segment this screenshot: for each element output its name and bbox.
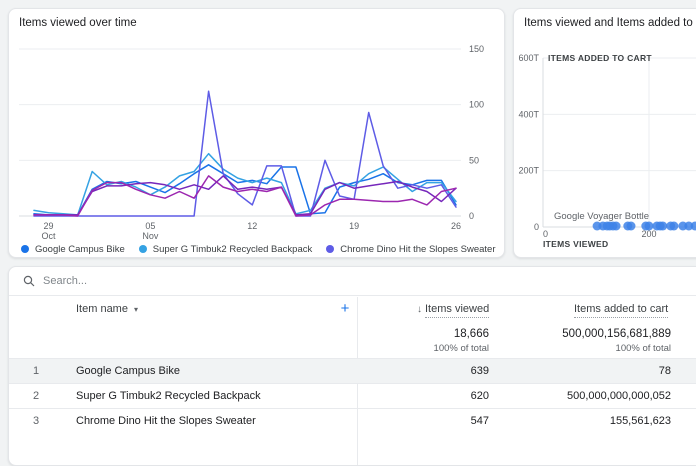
item-name-label: Item name	[76, 303, 128, 315]
totals-row: 18,666 100% of total 500,000,156,681,889…	[9, 323, 696, 358]
table-search-row	[9, 267, 696, 296]
item-name-cell: Super G Timbuk2 Recycled Backpack	[76, 390, 261, 402]
sort-descending-icon: ↓	[417, 304, 422, 315]
chevron-down-icon: ▾	[134, 305, 138, 314]
search-input[interactable]	[43, 275, 443, 287]
y-axis-tick-label: 200T	[518, 166, 539, 176]
x-axis-title: ITEMS VIEWED	[543, 239, 608, 249]
y-axis-tick-label: 150	[469, 44, 484, 54]
x-axis-tick-label: 05	[145, 221, 155, 231]
row-index: 3	[33, 415, 39, 427]
x-axis-tick-label: 19	[349, 221, 359, 231]
items-added-cell: 78	[491, 365, 671, 377]
scatter-point[interactable]	[627, 222, 636, 231]
legend-dot-icon	[21, 245, 29, 253]
x-axis-tick-label: 29	[44, 221, 54, 231]
scatter-chart[interactable]: 600T400T200T0ITEMS ADDED TO CART0200ITEM…	[514, 33, 696, 255]
items-added-cell: 500,000,000,000,052	[491, 390, 671, 402]
table-row[interactable]: 2 Super G Timbuk2 Recycled Backpack 620 …	[9, 383, 696, 408]
legend-item-chrome-dino-sweater[interactable]: Chrome Dino Hit the Slopes Sweater	[326, 244, 495, 255]
scatter-chart-card: Items viewed and Items added to cart by …	[513, 8, 696, 258]
line-series-2[interactable]	[34, 91, 456, 216]
items-table-card: Item name ▾ + ↓Items viewed Items added …	[8, 266, 696, 466]
scatter-point[interactable]	[669, 222, 678, 231]
legend-label: Google Campus Bike	[35, 244, 125, 255]
search-icon	[23, 275, 35, 287]
x-axis-tick-label: 0	[543, 229, 548, 239]
y-axis-tick-label: 50	[469, 155, 479, 165]
legend-dot-icon	[139, 245, 147, 253]
y-axis-tick-label: 0	[534, 222, 539, 232]
x-axis-tick-label: 12	[247, 221, 257, 231]
left-chart-title: Items viewed over time	[19, 17, 137, 29]
scatter-point[interactable]	[612, 222, 621, 231]
items-viewed-over-time-card: Items viewed over time 0 50 100 150 29Oct 05N…	[8, 8, 505, 258]
item-name-cell: Google Campus Bike	[76, 365, 180, 377]
table-header-row: Item name ▾ + ↓Items viewed Items added …	[9, 297, 696, 323]
total-items-added-pct: 100% of total	[491, 343, 671, 354]
item-name-header[interactable]: Item name ▾	[76, 303, 138, 315]
x-axis-tick-label: 26	[451, 221, 461, 231]
items-added-header[interactable]: Items added to cart	[574, 303, 668, 315]
items-viewed-header[interactable]: ↓Items viewed	[417, 303, 489, 315]
add-column-button[interactable]: +	[335, 300, 355, 317]
line-chart-legend: Google Campus Bike Super G Timbuk2 Recyc…	[21, 241, 496, 257]
items-viewed-cell: 547	[369, 415, 489, 427]
items-viewed-cell: 639	[369, 365, 489, 377]
point-annotation-google-voyager-bottle: Google Voyager Bottle	[554, 211, 649, 222]
total-items-added: 500,000,156,681,889	[491, 328, 671, 340]
x-axis-month-label: Oct	[42, 231, 57, 241]
item-name-cell: Chrome Dino Hit the Slopes Sweater	[76, 415, 256, 427]
legend-label: Super G Timbuk2 Recycled Backpack	[153, 244, 312, 255]
items-viewed-label: Items viewed	[425, 303, 489, 318]
table-row[interactable]: 1 Google Campus Bike 639 78	[9, 358, 696, 383]
y-axis-title: ITEMS ADDED TO CART	[548, 53, 652, 63]
scatter-point[interactable]	[658, 222, 667, 231]
y-axis-tick-label: 100	[469, 100, 484, 110]
items-viewed-cell: 620	[369, 390, 489, 402]
row-index: 2	[33, 390, 39, 402]
legend-label: Chrome Dino Hit the Slopes Sweater	[340, 244, 495, 255]
items-added-cell: 155,561,623	[491, 415, 671, 427]
total-items-viewed-pct: 100% of total	[369, 343, 489, 354]
x-axis-month-label: Nov	[142, 231, 159, 241]
y-axis-tick-label: 0	[469, 211, 474, 221]
right-chart-title: Items viewed and Items added to cart by …	[524, 17, 696, 29]
row-index: 1	[33, 365, 39, 377]
line-chart[interactable]: 0 50 100 150 29Oct 05Nov 12 19 26	[9, 33, 505, 245]
scatter-point[interactable]	[645, 222, 654, 231]
y-axis-tick-label: 400T	[518, 109, 539, 119]
legend-item-google-campus-bike[interactable]: Google Campus Bike	[21, 244, 125, 255]
legend-item-super-g-timbuk2[interactable]: Super G Timbuk2 Recycled Backpack	[139, 244, 312, 255]
table-row[interactable]: 3 Chrome Dino Hit the Slopes Sweater 547…	[9, 408, 696, 433]
line-series-1[interactable]	[34, 154, 456, 215]
legend-dot-icon	[326, 245, 334, 253]
y-axis-tick-label: 600T	[518, 53, 539, 63]
total-items-viewed: 18,666	[369, 328, 489, 340]
items-added-label: Items added to cart	[574, 303, 668, 318]
